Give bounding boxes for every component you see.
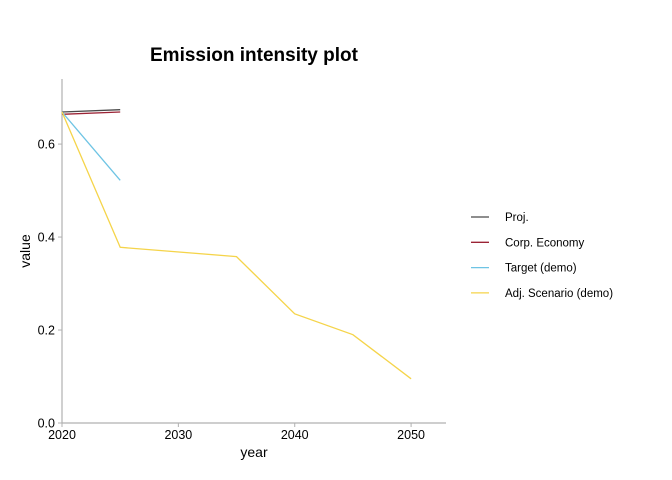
legend-label: Target (demo)	[505, 263, 577, 275]
x-ticks: 2020 2030 2040 2050	[48, 423, 425, 442]
x-tick-label: 2030	[164, 428, 192, 442]
y-axis-title: value	[17, 234, 33, 268]
series-line-0	[61, 109, 121, 113]
x-tick-label: 2040	[281, 428, 309, 442]
legend-label: Proj.	[505, 212, 529, 224]
legend: Proj. Corp. Economy Target (demo) Adj. Scen…	[471, 212, 613, 300]
y-tick-label: 0.0	[38, 417, 55, 431]
y-tick-label: 0.2	[38, 324, 55, 338]
series-line-1	[61, 111, 121, 115]
legend-label: Adj. Scenario (demo)	[505, 288, 613, 300]
y-ticks: 0.0 0.2 0.4 0.6	[38, 138, 62, 431]
series-line-3	[61, 111, 412, 380]
x-tick-label: 2050	[397, 428, 425, 442]
x-axis-title: year	[240, 444, 268, 460]
chart-title: Emission intensity plot	[150, 45, 359, 66]
axes	[61, 79, 446, 424]
y-tick-label: 0.4	[38, 231, 55, 245]
legend-label: Corp. Economy	[505, 237, 585, 249]
series-lines	[61, 109, 412, 380]
series-line-2	[61, 111, 121, 181]
x-tick-label: 2020	[48, 428, 76, 442]
y-tick-label: 0.6	[38, 138, 55, 152]
